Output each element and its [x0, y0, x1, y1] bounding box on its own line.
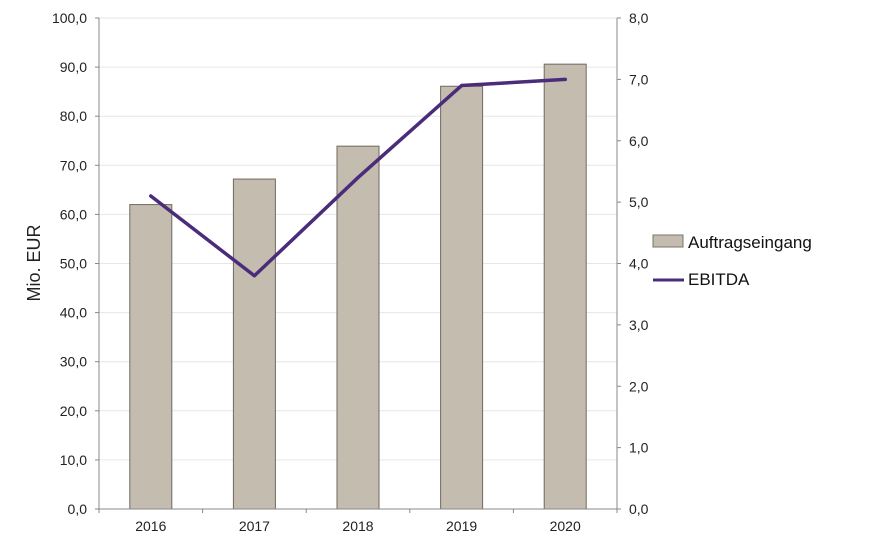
- left-tick-label: 0,0: [68, 501, 88, 517]
- left-tick-label: 10,0: [60, 452, 87, 468]
- left-axis-ticks: 0,0 10,0 20,0 30,0 40,0 50,0 60,0 70,0 80,0 90,0 1…: [52, 10, 99, 517]
- bar-2017: [232, 178, 276, 510]
- right-tick-label: 0,0: [629, 501, 649, 517]
- left-tick-label: 80,0: [60, 108, 87, 124]
- right-tick-label: 5,0: [629, 194, 649, 210]
- ebitda-point-2016: [149, 194, 153, 198]
- legend-swatch-auftragseingang: [652, 234, 684, 248]
- y-axis-label: Mio. EUR: [24, 224, 44, 301]
- right-tick-label: 1,0: [629, 440, 649, 456]
- legend: Auftragseingang EBITDA: [652, 233, 812, 289]
- bar-2020: [543, 63, 587, 510]
- bar-series: [129, 63, 587, 510]
- left-tick-label: 100,0: [52, 10, 87, 26]
- line-series: [149, 77, 567, 278]
- right-tick-label: 3,0: [629, 317, 649, 333]
- left-tick-label: 30,0: [60, 354, 87, 370]
- x-axis-ticks: 2016 2017 2018 2019 2020: [98, 509, 618, 534]
- x-tick-label: 2016: [135, 518, 166, 534]
- left-tick-label: 70,0: [60, 157, 87, 173]
- right-tick-label: 6,0: [629, 133, 649, 149]
- bar-2019: [440, 85, 484, 510]
- ebitda-point-2017: [252, 274, 256, 278]
- right-tick-label: 4,0: [629, 256, 649, 272]
- left-tick-label: 20,0: [60, 403, 87, 419]
- x-tick-label: 2017: [239, 518, 270, 534]
- right-tick-label: 7,0: [629, 71, 649, 87]
- legend-label-ebitda: EBITDA: [688, 270, 750, 289]
- legend-label-auftragseingang: Auftragseingang: [688, 233, 812, 252]
- left-tick-label: 60,0: [60, 206, 87, 222]
- right-tick-label: 2,0: [629, 378, 649, 394]
- x-tick-label: 2018: [342, 518, 373, 534]
- bar-2016: [129, 204, 173, 510]
- ebitda-point-2019: [460, 84, 464, 88]
- ebitda-point-2020: [563, 77, 567, 81]
- left-tick-label: 90,0: [60, 59, 87, 75]
- left-tick-label: 50,0: [60, 256, 87, 272]
- bar-2018: [336, 145, 380, 510]
- right-axis-ticks: 0,0 1,0 2,0 3,0 4,0 5,0 6,0 7,0 8,0: [617, 10, 649, 517]
- right-tick-label: 8,0: [629, 10, 649, 26]
- x-tick-label: 2020: [550, 518, 581, 534]
- x-tick-label: 2019: [446, 518, 477, 534]
- ebitda-point-2018: [356, 176, 360, 180]
- left-tick-label: 40,0: [60, 305, 87, 321]
